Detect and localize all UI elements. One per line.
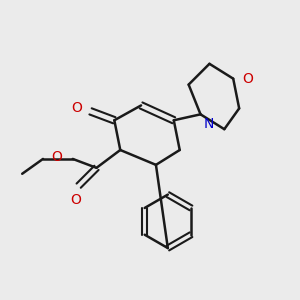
Text: N: N bbox=[203, 117, 214, 131]
Text: O: O bbox=[70, 193, 81, 207]
Text: O: O bbox=[51, 150, 62, 164]
Text: O: O bbox=[71, 101, 82, 116]
Text: O: O bbox=[242, 72, 253, 86]
